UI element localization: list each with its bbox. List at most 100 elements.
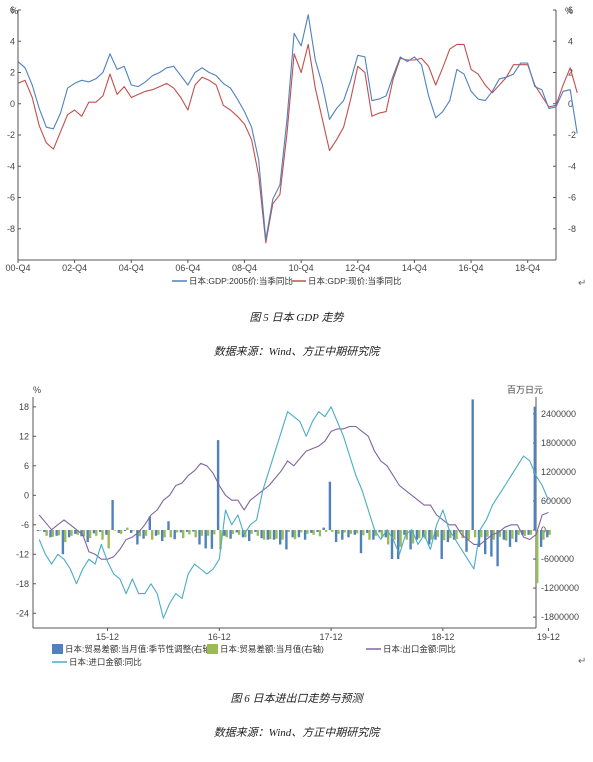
trade-balance-bar: [250, 530, 253, 534]
trade-balance-sa-bar: [266, 530, 269, 540]
figure5-source: 数据来源：Wind、方正中期研究院: [213, 346, 380, 358]
trade-balance-bar: [480, 530, 483, 538]
trade-balance-bar: [293, 530, 297, 540]
figure6-caption: 图 6 日本进出口走势与预测: [230, 693, 363, 705]
trade-left-tick: -18: [16, 579, 29, 589]
trade-balance-bar: [374, 530, 377, 536]
trade-balance-bar: [424, 530, 427, 539]
trade-balance-sa-bar: [210, 530, 214, 549]
gdp-left-tick: -6: [7, 193, 15, 203]
trade-balance-bar: [200, 530, 204, 536]
trade-balance-bar: [262, 530, 266, 540]
legend-label-export: 日本:出口金额:同比: [383, 644, 456, 654]
trade-balance-sa-bar: [521, 530, 524, 535]
trade-balance-sa-bar: [216, 440, 220, 531]
trade-balance-sa-bar: [533, 406, 536, 531]
trade-balance-bar: [237, 530, 241, 535]
gdp-left-tick: 2: [10, 68, 15, 78]
gdp-x-tick: 14-Q4: [402, 263, 427, 273]
trade-balance-sa-bar: [148, 516, 151, 530]
trade-balance-sa-bar: [241, 530, 245, 538]
trade-balance-sa-bar: [322, 527, 325, 530]
trade-balance-sa-bar: [161, 530, 164, 542]
trade-x-ticks: 15-12 16-12 17-12 18-12 19-12: [96, 632, 560, 642]
trade-balance-bar: [511, 530, 514, 539]
gdp-left-unit: %: [10, 6, 18, 16]
trade-balance-sa-bar: [452, 530, 456, 540]
trade-x-tick: 16-12: [208, 632, 231, 642]
trade-balance-sa-bar: [198, 530, 201, 545]
trade-balance-sa-bar: [223, 530, 226, 536]
trade-balance-sa-bar: [36, 530, 40, 531]
trade-balance-bar: [194, 530, 197, 538]
trade-balance-sa-bar: [328, 481, 332, 531]
figure5-caption: 图 5 日本 GDP 走势: [249, 312, 344, 324]
trade-balance-sa-bar: [341, 530, 344, 540]
trade-left-tick: 0: [24, 490, 29, 500]
trade-balance-sa-bar: [409, 530, 412, 550]
gdp-right-tick: -6: [568, 193, 576, 203]
trade-balance-bar: [467, 530, 471, 540]
trade-right-tick: 600000: [541, 496, 571, 506]
trade-x-tick: 17-12: [320, 632, 343, 642]
trade-balance-sa-bar: [310, 530, 313, 533]
trade-balance-bar: [418, 530, 421, 539]
trade-balance-bar: [517, 530, 520, 535]
trade-balance-bar: [188, 530, 191, 535]
trade-balance-sa-bar: [117, 530, 120, 533]
legend-swatch-trade-sa: [52, 644, 63, 654]
trade-x-tick: 18-12: [431, 632, 454, 642]
gdp-left-tick: 0: [10, 99, 15, 109]
trade-balance-sa-bar: [235, 530, 238, 533]
legend-label-gdp-nominal: 日本:GDP:现价:当季同比: [308, 276, 402, 286]
trade-balance-bar: [113, 530, 117, 531]
trade-balance-bar: [157, 530, 160, 535]
trade-left-tick: 18: [19, 402, 29, 412]
trade-balance-bar: [368, 530, 371, 540]
gdp-x-tick: 00-Q4: [5, 263, 30, 273]
trade-right-tick: -1200000: [541, 583, 579, 593]
gdp-chart: % % 6 4 2 0 -2 -4 -6 -8 6 4 2 0 -2 -4 -6 -8 00-Q4 02-Q4…: [5, 5, 578, 286]
gdp-x-tick: 16-Q4: [459, 263, 484, 273]
trade-balance-sa-bar: [496, 530, 499, 567]
trade-balance-sa-bar: [272, 530, 276, 540]
trade-balance-bar: [144, 530, 148, 536]
gdp-real-line: [17, 14, 578, 241]
gdp-x-tick: 02-Q4: [62, 263, 87, 273]
trade-balance-sa-bar: [334, 530, 338, 543]
export-yoy-line: [38, 425, 549, 560]
trade-balance-sa-bar: [43, 530, 46, 532]
trade-balance-bar: [163, 530, 166, 538]
trade-x-tick: 15-12: [96, 632, 119, 642]
figure6-source: 数据来源：Wind、方正中期研究院: [213, 727, 380, 739]
return-mark: ↵: [578, 656, 587, 667]
trade-grid: [33, 406, 549, 631]
trade-balance-sa-bar: [49, 530, 52, 538]
trade-balance-bar: [324, 530, 328, 532]
trade-balance-sa-bar: [440, 530, 443, 559]
trade-balance-sa-bar: [297, 530, 301, 538]
trade-balance-sa-bar: [515, 530, 518, 543]
trade-balance-sa-bar: [384, 530, 387, 538]
trade-balance-bar: [175, 530, 179, 533]
trade-balance-bar: [306, 530, 309, 534]
trade-balance-sa-bar: [204, 530, 207, 549]
trade-balance-sa-bar: [459, 530, 462, 532]
trade-balance-bar: [231, 530, 235, 534]
trade-balance-bar: [492, 530, 495, 540]
trade-balance-sa-bar: [434, 530, 437, 540]
trade-balance-sa-bar: [55, 530, 58, 536]
gdp-right-tick: 4: [568, 36, 573, 46]
trade-balance-bar: [337, 530, 340, 534]
gdp-right-tick: 2: [568, 68, 573, 78]
legend-label-trade-sa: 日本:贸易差额:当月值:季节性调整(右轴): [65, 644, 214, 654]
trade-right-tick: -1800000: [541, 612, 579, 622]
trade-left-tick: -6: [21, 520, 29, 530]
trade-balance-bar: [355, 530, 359, 534]
trade-balance-bar: [529, 530, 533, 535]
trade-balance-sa-bar: [105, 530, 108, 535]
import-yoy-line: [38, 406, 549, 619]
gdp-x-tick: 10-Q4: [289, 263, 314, 273]
trade-balance-sa-bar: [130, 530, 133, 533]
trade-balance-sa-bar: [347, 530, 350, 538]
